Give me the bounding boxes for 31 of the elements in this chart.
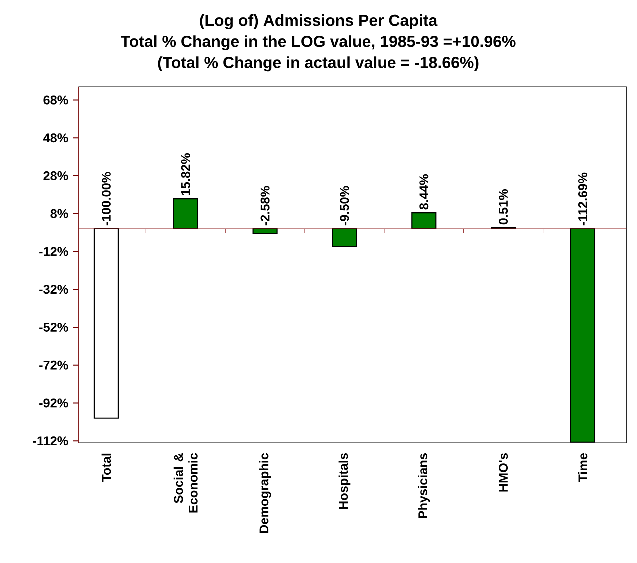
x-tick-label: Total	[102, 454, 112, 482]
data-label: -2.58%	[260, 186, 270, 226]
y-tick-label: -112%	[33, 436, 68, 446]
x-tick-label: HMO's	[499, 454, 508, 492]
text: (Total % Change in actaul value = -18.66%)	[158, 56, 479, 72]
x-tick-label: Hospitals	[338, 454, 351, 510]
y-tick-label: -72%	[40, 360, 68, 370]
bar	[173, 198, 198, 230]
y-tick-label: 48%	[43, 134, 68, 143]
y-tick-label: -52%	[40, 322, 68, 332]
y-tick-label: -12%	[40, 247, 68, 256]
data-label: -9.50%	[340, 186, 350, 226]
data-label: 8.44%	[420, 174, 429, 210]
bar	[412, 212, 437, 230]
chart-subtitle: Total % Change in the LOG value, 1985-93 =+10.96%	[120, 36, 516, 51]
x-tick-label: Physicians	[418, 454, 430, 518]
x-tick-label: Demographic	[259, 453, 272, 534]
data-label: 15.82%	[181, 153, 190, 196]
data-label: -112.69%	[578, 172, 588, 226]
bar	[94, 228, 119, 419]
y-tick-label: 28%	[44, 172, 68, 180]
data-label: -100.00%	[102, 172, 111, 226]
y-tick-label: 8%	[50, 209, 68, 218]
bar	[332, 228, 358, 248]
chart-title: (Log of) Admissions Per Capita	[200, 14, 438, 30]
y-tick-label: -92%	[40, 398, 68, 408]
x-tick-label: Social & Economic	[174, 453, 198, 513]
x-tick-label: Time	[578, 453, 588, 482]
y-tick-label: 68%	[44, 96, 68, 105]
data-label: 0.51%	[499, 190, 508, 225]
y-tick-label: -32%	[40, 285, 68, 294]
